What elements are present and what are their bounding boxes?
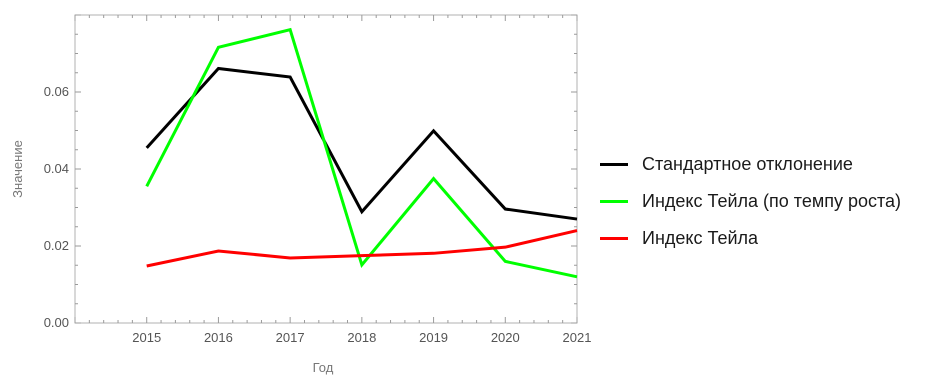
y-tick-label: 0.00 [44,315,69,330]
plot-frame [74,14,578,324]
x-tick-label: 2015 [132,330,161,345]
x-tick-label: 2017 [276,330,305,345]
y-tick-label: 0.06 [44,84,69,99]
legend-swatch-theil-growth [600,200,628,203]
series-lines [145,27,578,279]
axis-ticks [74,14,578,324]
legend-item-std: Стандартное отклонение [600,146,901,183]
legend-label-std: Стандартное отклонение [642,154,853,174]
legend-label-theil: Индекс Тейла [642,228,759,248]
legend: Стандартное отклонение Индекс Тейла (по … [600,146,901,257]
legend-swatch-theil [600,237,628,240]
x-axis-title: Год [313,360,334,375]
y-axis-title: Значение [10,140,25,198]
x-tick-label: 2019 [419,330,448,345]
series-line-theil-growth [145,27,578,279]
legend-swatch-std [600,163,628,166]
series-line-std [145,66,578,221]
x-tick-label: 2018 [347,330,376,345]
y-tick-label: 0.02 [44,238,69,253]
x-tick-label: 2016 [204,330,233,345]
y-tick-label: 0.04 [44,161,69,176]
x-tick-label: 2020 [491,330,520,345]
legend-item-theil-growth: Индекс Тейла (по темпу роста) [600,183,901,220]
tick-labels: 0.00 0.02 0.04 0.06 2015 2016 2017 2018 2019 2020… [44,84,592,345]
legend-label-theil-growth: Индекс Тейла (по темпу роста) [642,191,902,211]
legend-item-theil: Индекс Тейла [600,220,901,257]
x-tick-label: 2021 [563,330,592,345]
series-line-theil [146,229,578,268]
